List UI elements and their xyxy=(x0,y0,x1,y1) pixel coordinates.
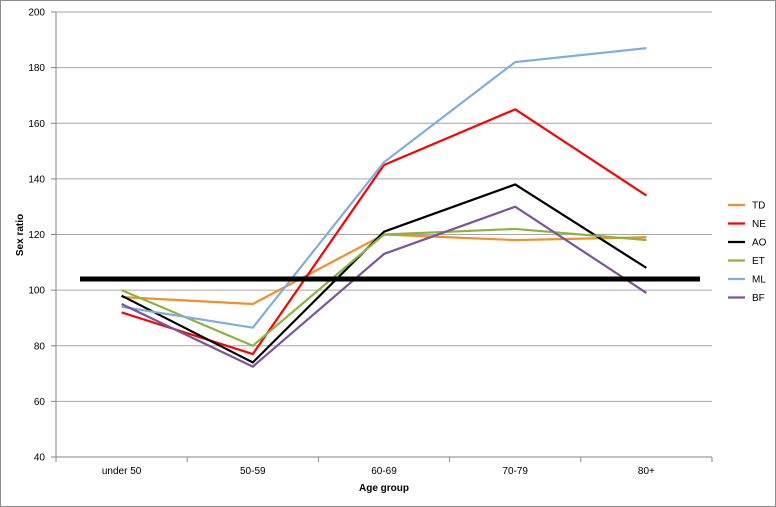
series-lines xyxy=(121,47,648,368)
x-tick-labels: under 50 50-59 60-69 70-79 80+ xyxy=(102,466,655,477)
y-axis-title: Sex ratio xyxy=(15,214,26,256)
y-tick-label: 40 xyxy=(34,453,46,464)
y-tick-label: 120 xyxy=(28,230,45,241)
gridlines xyxy=(51,11,713,462)
x-tick-label: 80+ xyxy=(638,466,655,477)
series-line-ml xyxy=(121,47,647,329)
legend-label: ML xyxy=(752,275,766,286)
series-line-bf xyxy=(121,205,648,368)
x-tick-label: 70-79 xyxy=(502,466,528,477)
y-tick-label: 80 xyxy=(34,341,46,352)
y-tick-labels: 40 60 80 100 120 140 160 180 200 xyxy=(28,8,45,464)
y-tick-label: 140 xyxy=(28,174,45,185)
legend-label: AO xyxy=(752,238,767,249)
series-line-et xyxy=(121,227,647,347)
y-tick-label: 160 xyxy=(28,119,45,130)
legend-label: NE xyxy=(752,219,766,230)
y-tick-label: 200 xyxy=(28,8,45,19)
y-tick-label: 100 xyxy=(28,286,45,297)
legend: TD NE AO ET ML BF xyxy=(728,201,767,304)
series-line-ao xyxy=(121,183,647,364)
x-tick-label: 60-69 xyxy=(371,466,397,477)
x-tick-label: under 50 xyxy=(102,466,142,477)
series-line-td xyxy=(121,233,647,306)
legend-label: TD xyxy=(752,201,765,212)
legend-label: ET xyxy=(752,256,765,267)
legend-label: BF xyxy=(752,293,765,304)
y-tick-label: 180 xyxy=(28,63,45,74)
y-tick-label: 60 xyxy=(34,397,46,408)
x-axis-title: Age group xyxy=(359,483,409,494)
x-tick-label: 50-59 xyxy=(240,466,266,477)
